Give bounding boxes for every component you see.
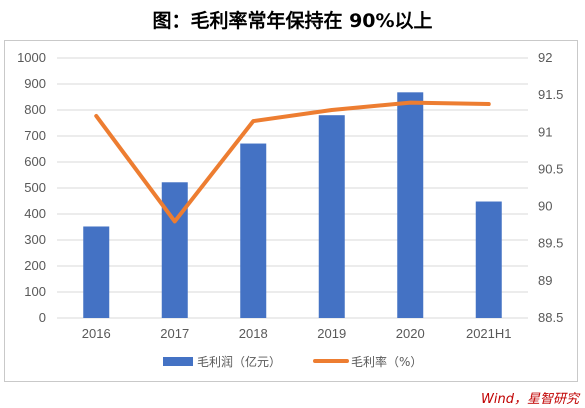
line-series — [94, 100, 491, 224]
x-tick-label: 2020 — [396, 326, 425, 341]
right-tick-label: 90.5 — [538, 161, 563, 176]
x-axis-ticks: 2016 2017 2018 2019 2020 2021H1 — [82, 326, 512, 341]
left-tick-label: 1000 — [17, 50, 46, 65]
legend-bar-swatch — [163, 357, 193, 366]
legend-line-label: 毛利率（%） — [351, 354, 422, 369]
left-tick-label: 500 — [24, 180, 46, 195]
legend-bar-label: 毛利润（亿元） — [197, 354, 281, 369]
left-tick-label: 800 — [24, 102, 46, 117]
right-tick-label: 91 — [538, 124, 552, 139]
x-tick-label: 2016 — [82, 326, 111, 341]
legend: 毛利润（亿元） 毛利率（%） — [163, 354, 422, 369]
right-axis-ticks: 88.5 89 89.5 90 90.5 91 91.5 92 — [538, 50, 563, 325]
bar — [318, 115, 345, 318]
x-tick-label: 2017 — [160, 326, 189, 341]
margin-line — [94, 100, 491, 224]
right-tick-label: 89 — [538, 273, 552, 288]
left-axis-ticks: 0 100 200 300 400 500 600 700 800 900 1000 — [17, 50, 46, 325]
right-tick-label: 89.5 — [538, 236, 563, 251]
x-tick-label: 2018 — [239, 326, 268, 341]
bar — [397, 92, 424, 318]
source-note: Wind，星智研究 — [481, 392, 579, 407]
left-tick-label: 300 — [24, 232, 46, 247]
left-tick-label: 200 — [24, 258, 46, 273]
bar — [240, 143, 267, 318]
x-tick-label: 2021H1 — [466, 326, 512, 341]
right-tick-label: 90 — [538, 199, 552, 214]
bar — [161, 182, 188, 318]
left-tick-label: 100 — [24, 284, 46, 299]
right-tick-label: 88.5 — [538, 310, 563, 325]
bar — [475, 201, 502, 318]
right-tick-label: 91.5 — [538, 87, 563, 102]
x-tick-label: 2019 — [317, 326, 346, 341]
left-tick-label: 900 — [24, 76, 46, 91]
left-tick-label: 600 — [24, 154, 46, 169]
chart-title: 图：毛利率常年保持在 90%以上 — [152, 10, 433, 32]
left-tick-label: 400 — [24, 206, 46, 221]
bar-series — [83, 92, 502, 318]
left-tick-label: 0 — [39, 310, 46, 325]
right-tick-label: 92 — [538, 50, 552, 65]
left-tick-label: 700 — [24, 128, 46, 143]
gridlines — [57, 57, 528, 319]
bar — [83, 226, 110, 318]
